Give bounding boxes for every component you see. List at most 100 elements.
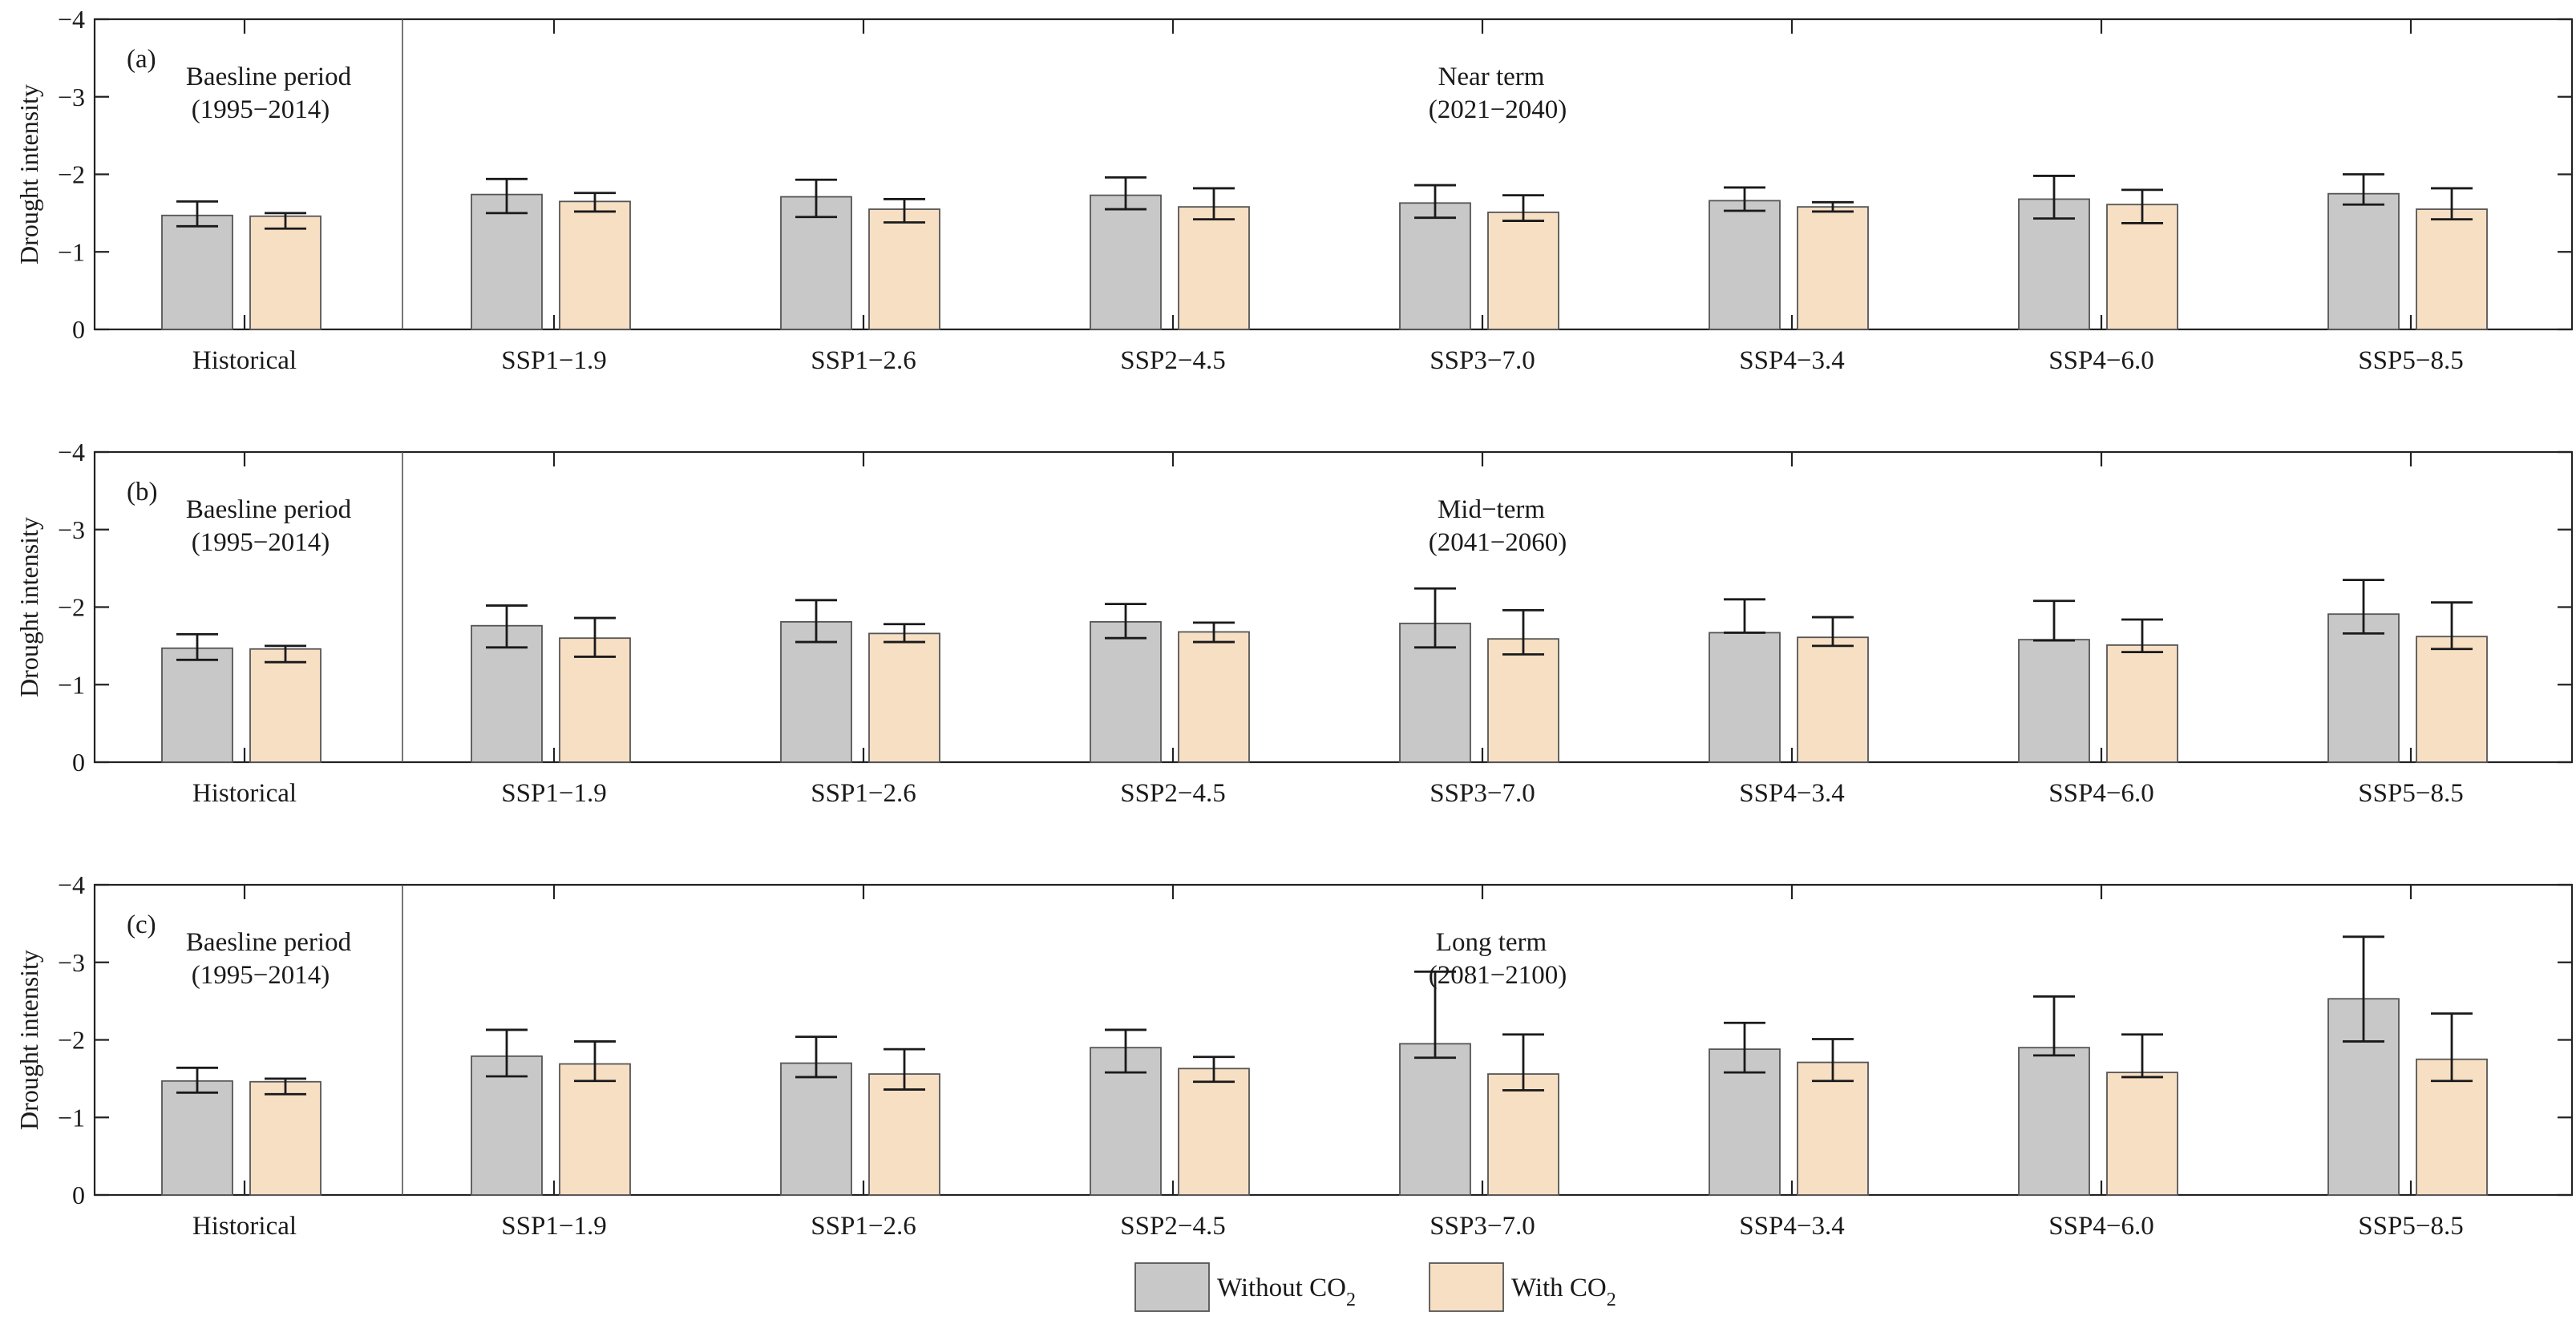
y-tick-label: −2 [58,593,85,622]
period-years: (2041−2060) [1429,528,1567,557]
panel-label: (c) [127,910,156,939]
y-tick-label: −1 [58,670,85,699]
bar-with-co2 [249,215,321,330]
y-tick-label: −1 [58,1103,85,1132]
category-label: SSP4−6.0 [2048,779,2153,808]
legend-label-base: Without CO [1217,1274,1346,1302]
bar-with-co2 [1178,1068,1250,1196]
y-tick-label: −4 [58,438,85,466]
bar-with-co2 [249,1080,321,1196]
bar-with-co2 [868,1073,940,1196]
bar-with-co2 [1797,1061,1869,1196]
y-tick-label: −4 [58,5,85,34]
bar-without-co2 [2327,613,2400,763]
bar-without-co2 [2327,192,2400,330]
plot-frame [93,883,2574,1197]
bar-with-co2 [868,208,940,330]
bar-with-co2 [868,632,940,763]
bar-with-co2 [559,1063,631,1196]
bar-with-co2 [249,648,321,763]
bar-with-co2 [1178,631,1250,763]
baseline-title: Baesline period [186,63,352,91]
legend-label: Without CO2 [1217,1274,1356,1310]
panel-b: 0 −1 −2 −3 −4 Historical SSP1−1.9 SSP1−2.6 SSP2−… [14,438,2574,808]
y-tick-label: 0 [72,1181,85,1209]
bar-without-co2 [1399,202,1471,330]
y-tick-label: −2 [58,1026,85,1055]
legend-label: With CO2 [1511,1274,1616,1310]
bar-with-co2 [559,637,631,763]
category-label: SSP4−6.0 [2048,346,2153,375]
bar-without-co2 [780,1062,852,1196]
bar-without-co2 [2018,639,2090,763]
bar-without-co2 [1090,620,1162,763]
category-label: Historical [192,779,297,808]
bar-with-co2 [1487,1073,1559,1196]
legend-label-subscript: 2 [1607,1290,1616,1310]
y-tick-label: −3 [58,83,85,111]
category-label: SSP4−6.0 [2048,1212,2153,1241]
bar-without-co2 [161,647,233,763]
panel-c: 0 −1 −2 −3 −4 Historical SSP1−1.9 SSP1−2.6 SSP2−… [14,870,2574,1241]
bar-with-co2 [2106,204,2178,330]
bar-without-co2 [1709,200,1781,330]
bar-without-co2 [161,214,233,330]
y-tick-label: −2 [58,160,85,189]
category-label: Historical [192,1212,297,1241]
y-tick-label: −3 [58,948,85,977]
y-tick-label: 0 [72,315,85,344]
category-label: SSP3−7.0 [1430,779,1535,808]
y-axis-label: Drought intensity [14,517,43,697]
baseline-years: (1995−2014) [192,95,330,124]
period-years: (2021−2040) [1429,95,1567,124]
bar-without-co2 [161,1080,233,1196]
category-label: SSP2−4.5 [1120,346,1225,375]
bar-with-co2 [2106,1072,2178,1196]
bar-with-co2 [1797,206,1869,330]
category-label: SSP5−8.5 [2358,1212,2463,1241]
panel-a: 0 −1 −2 −3 −4 Historical SSP1−1.9 SSP1−2.6 SSP2−… [14,5,2574,375]
category-label: SSP5−8.5 [2358,346,2463,375]
legend-swatch-with-co2 [1429,1262,1504,1312]
bar-with-co2 [2106,644,2178,763]
legend-label-base: With CO [1511,1274,1607,1302]
bar-with-co2 [559,200,631,330]
bar-without-co2 [780,196,852,330]
panel-label: (a) [127,45,156,74]
y-axis-label: Drought intensity [14,950,43,1130]
category-label: SSP4−3.4 [1739,346,1844,375]
period-title: Mid−term [1438,495,1545,524]
y-tick-label: −4 [58,870,85,899]
baseline-years: (1995−2014) [192,961,330,990]
category-label: SSP1−1.9 [501,779,606,808]
panel-label: (b) [127,478,157,507]
bar-without-co2 [1709,632,1781,763]
period-years: (2081−2100) [1429,961,1567,990]
category-label: SSP1−2.6 [811,346,916,375]
bar-with-co2 [2416,636,2488,763]
category-label: SSP1−1.9 [501,346,606,375]
y-tick-label: −3 [58,515,85,544]
bar-without-co2 [1399,1043,1471,1196]
category-label: SSP4−3.4 [1739,779,1844,808]
category-label: SSP4−3.4 [1739,1212,1844,1241]
category-label: SSP2−4.5 [1120,779,1225,808]
category-label: SSP3−7.0 [1430,346,1535,375]
bar-with-co2 [1487,212,1559,330]
bar-without-co2 [1090,194,1162,330]
period-title: Long term [1436,928,1547,957]
legend-label-subscript: 2 [1346,1290,1356,1310]
baseline-title: Baesline period [186,495,352,524]
category-label: SSP1−2.6 [811,1212,916,1241]
bar-without-co2 [2018,1047,2090,1196]
category-label: SSP1−1.9 [501,1212,606,1241]
period-title: Near term [1438,63,1545,91]
bar-with-co2 [1797,636,1869,763]
category-label: SSP1−2.6 [811,779,916,808]
y-tick-label: 0 [72,748,85,777]
plot-frame [93,450,2574,764]
plot-frame [93,18,2574,331]
category-label: SSP2−4.5 [1120,1212,1225,1241]
category-label: SSP3−7.0 [1430,1212,1535,1241]
